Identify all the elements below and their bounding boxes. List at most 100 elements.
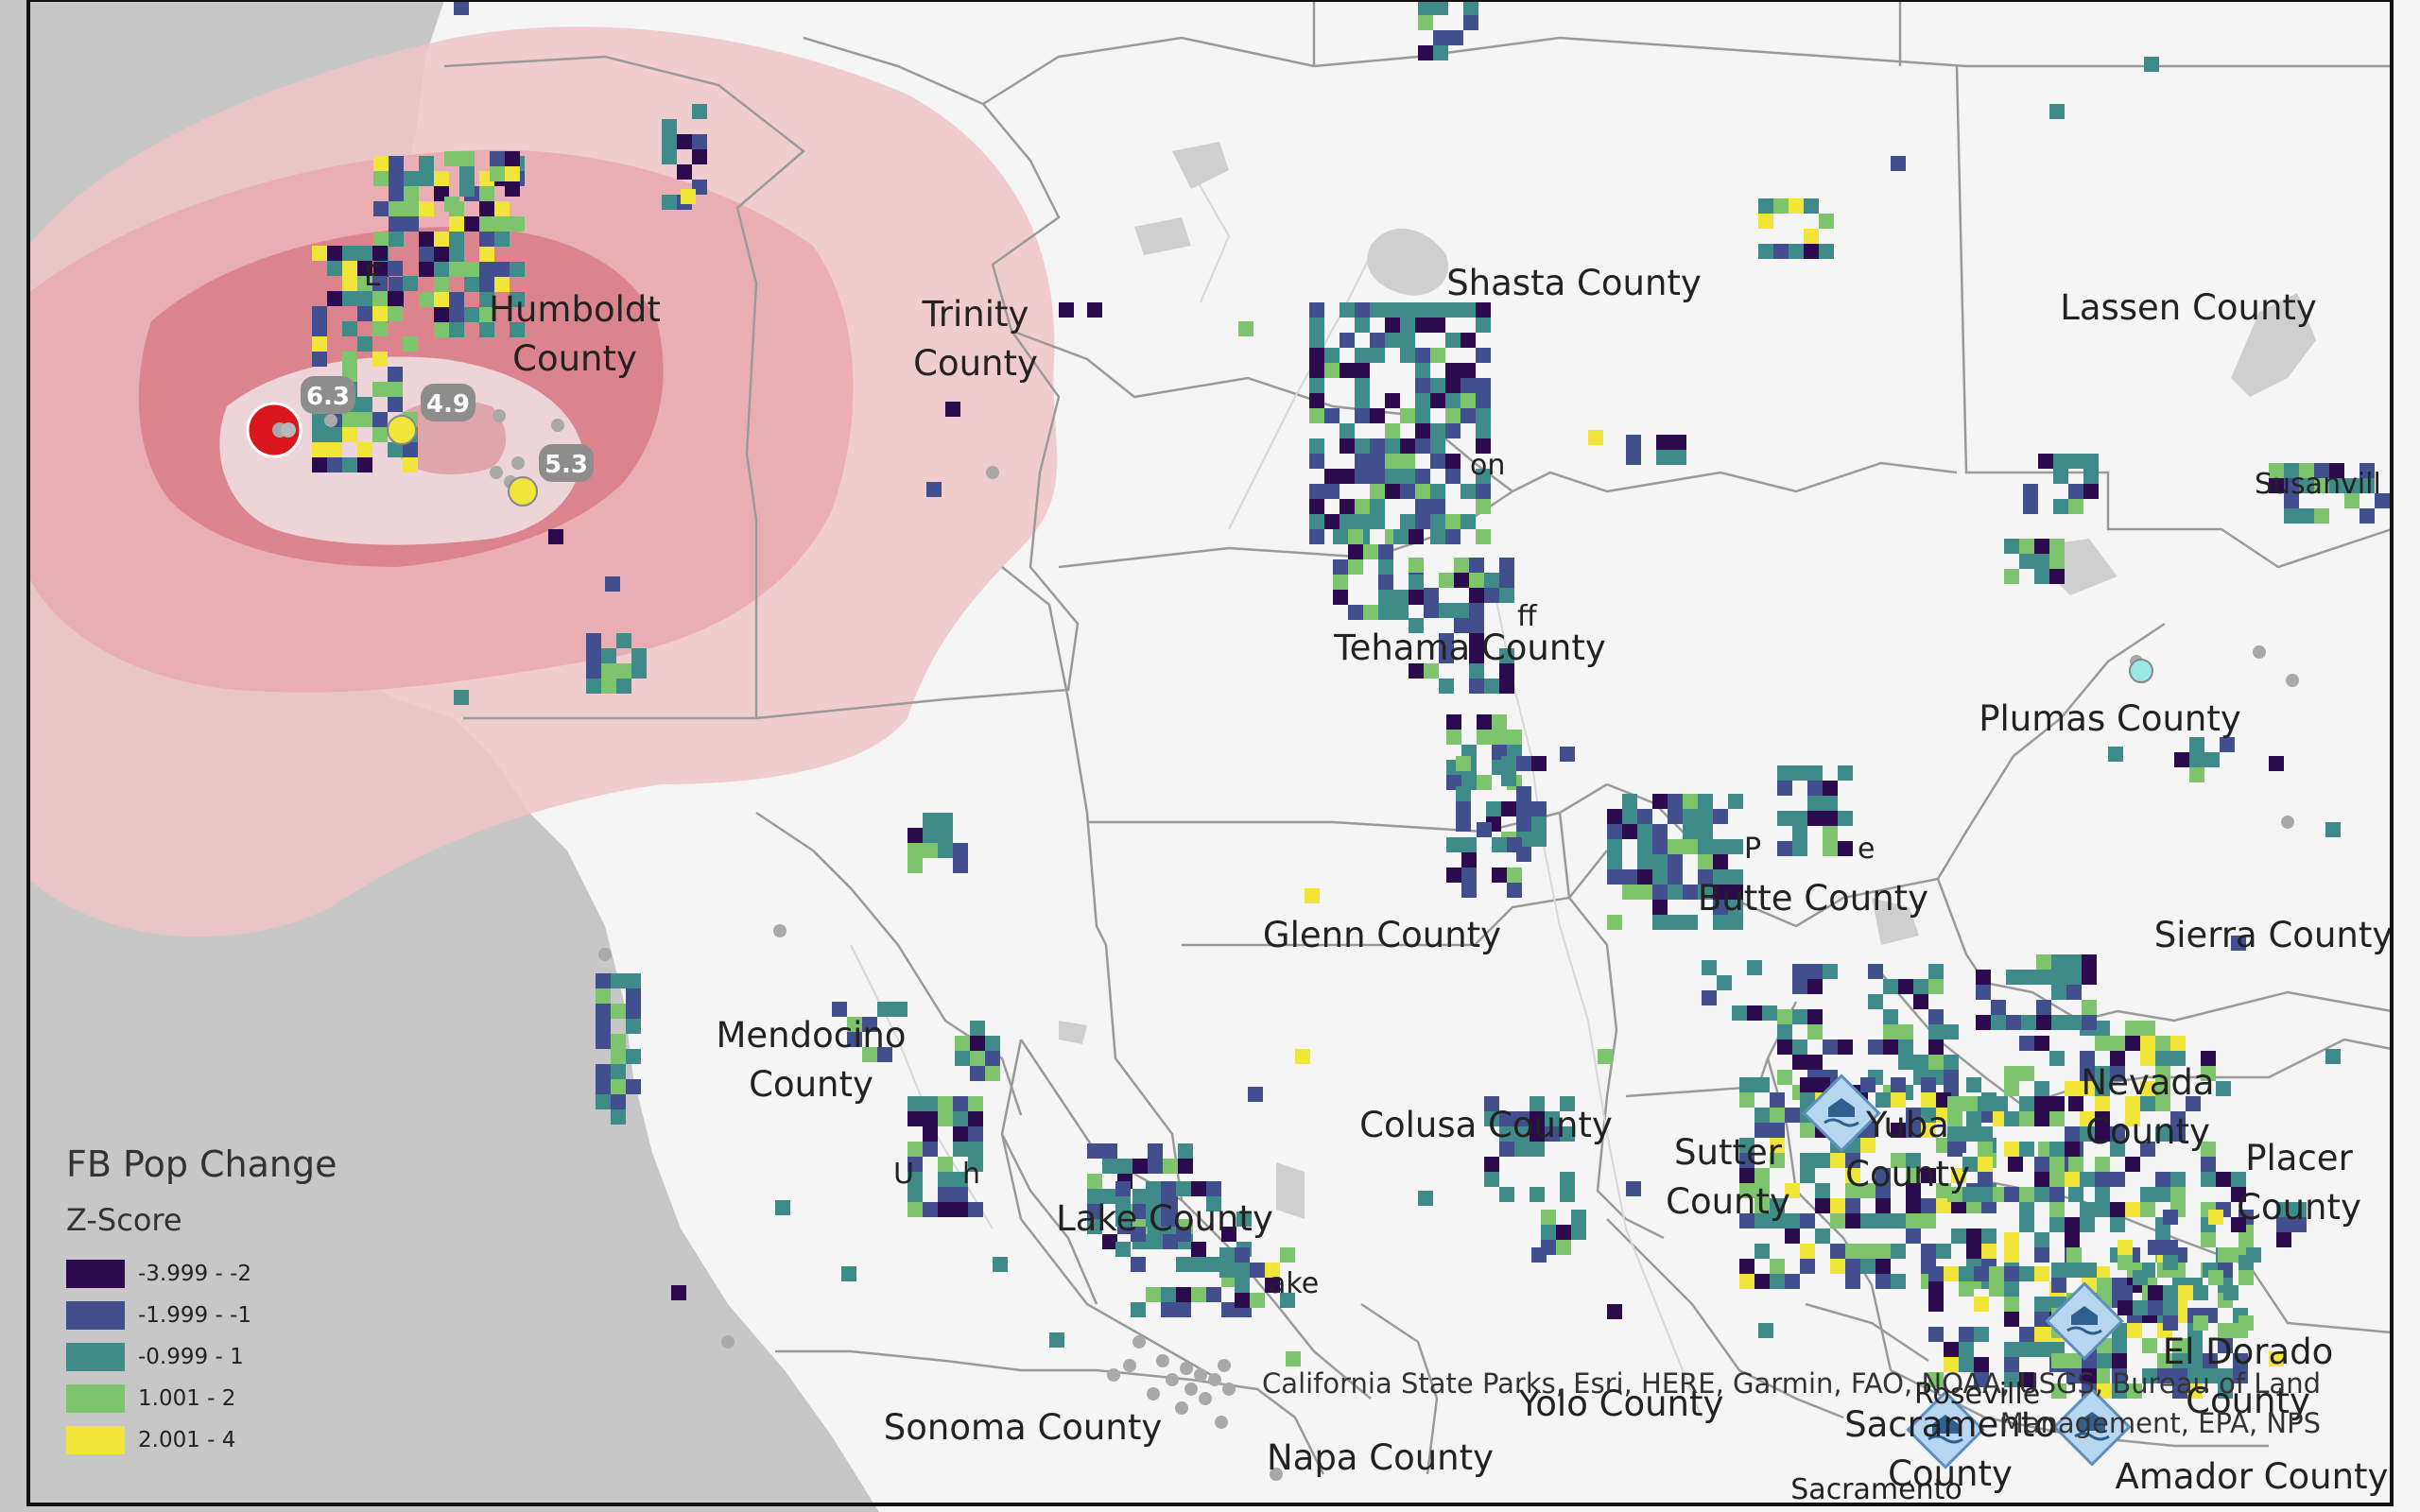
flood-icon[interactable] — [2045, 1281, 2124, 1361]
z-score-cell — [388, 367, 403, 382]
z-score-cell — [459, 166, 475, 181]
z-score-cell — [1652, 885, 1668, 900]
z-score-cell — [1891, 1077, 1906, 1092]
z-score-cell — [1385, 454, 1400, 469]
z-score-cell — [1770, 1138, 1785, 1153]
z-score-cell — [1333, 590, 1348, 605]
z-score-cell — [2125, 1157, 2140, 1172]
event-dot — [1123, 1359, 1136, 1372]
z-score-cell — [1944, 1055, 1959, 1070]
z-score-cell — [1430, 302, 1445, 318]
z-score-cell — [1530, 1096, 1545, 1111]
z-score-cell — [1819, 244, 1834, 259]
z-score-cell — [1713, 839, 1728, 854]
z-score-cell — [1499, 663, 1514, 679]
z-score-cell — [449, 247, 464, 262]
z-score-cell — [2082, 954, 2097, 970]
z-score-cell — [1370, 499, 1385, 514]
z-score-cell — [1819, 214, 1834, 229]
z-score-cell — [1928, 1009, 1944, 1024]
z-score-cell — [2172, 1383, 2187, 1399]
z-score-cell — [1991, 1015, 2006, 1030]
z-score-cell — [1883, 1024, 1898, 1040]
z-score-cell — [357, 246, 372, 261]
z-score-cell — [1445, 302, 1461, 318]
z-score-cell — [1928, 1055, 1944, 1070]
z-score-cell — [2065, 1232, 2080, 1247]
z-score-cell — [1607, 869, 1622, 885]
z-score-cell — [1461, 393, 1476, 408]
z-score-cell — [1947, 1111, 1962, 1126]
z-score-cell — [1324, 363, 1340, 378]
z-score-cell — [1815, 1228, 1830, 1244]
z-score-cell — [2291, 1217, 2307, 1232]
z-score-cell — [1560, 1096, 1575, 1111]
flood-icon[interactable] — [2052, 1387, 2132, 1467]
z-score-cell — [1976, 970, 1991, 985]
z-score-cell — [1607, 839, 1622, 854]
z-score-cell — [2019, 539, 2034, 554]
z-score-cell — [1507, 730, 1522, 745]
z-score-cell — [479, 201, 494, 216]
z-score-cell — [2066, 1015, 2082, 1030]
z-score-cell — [1531, 816, 1547, 832]
z-score-cell — [1758, 1323, 1773, 1338]
z-score-cell — [1921, 1123, 1936, 1138]
z-score-cell — [1728, 839, 1743, 854]
z-score-cell — [1891, 1153, 1906, 1168]
attribution-line-2: Management, EPA, NPS — [2000, 1407, 2321, 1439]
z-score-cell — [2019, 1066, 2034, 1081]
quake-marker-5.3[interactable] — [508, 476, 538, 507]
z-score-cell — [1430, 499, 1445, 514]
z-score-cell — [1102, 1143, 1117, 1159]
z-score-cell — [1860, 1077, 1876, 1092]
z-score-cell — [1728, 794, 1743, 809]
z-score-cell — [1454, 558, 1469, 573]
z-score-cell — [1115, 1242, 1131, 1257]
event-dot — [1215, 1416, 1228, 1429]
z-score-cell — [1671, 450, 1686, 465]
z-score-cell — [2163, 1300, 2178, 1315]
z-score-cell — [2118, 1255, 2133, 1270]
z-score-cell — [357, 412, 372, 427]
z-score-cell — [2095, 1021, 2110, 1036]
flood-icon[interactable] — [1906, 1390, 1985, 1469]
z-score-cell — [1280, 1293, 1295, 1308]
z-score-cell — [1415, 393, 1430, 408]
z-score-cell — [1906, 1123, 1921, 1138]
z-score-cell — [1830, 1244, 1845, 1259]
z-score-cell — [434, 262, 449, 277]
z-score-cell — [1773, 244, 1789, 259]
z-score-cell — [2049, 1142, 2065, 1157]
z-score-cell — [1626, 450, 1641, 465]
quake-marker-4.9[interactable] — [387, 415, 417, 445]
z-score-cell — [1747, 1005, 1762, 1021]
z-score-cell — [2140, 1096, 2155, 1111]
z-score-cell — [1370, 333, 1385, 348]
z-score-cell — [494, 216, 510, 232]
flood-icon[interactable] — [1802, 1074, 1881, 1153]
z-score-cell — [2203, 1353, 2218, 1368]
z-score-cell — [1476, 302, 1491, 318]
z-score-cell — [1206, 1257, 1221, 1272]
z-score-cell — [2112, 1383, 2127, 1399]
z-score-cell — [1944, 1357, 1959, 1372]
z-score-cell — [1668, 869, 1683, 885]
z-score-cell — [1807, 765, 1823, 781]
z-score-cell — [2140, 1202, 2155, 1217]
event-dot — [1175, 1401, 1188, 1415]
z-score-cell — [2082, 1000, 2097, 1015]
z-score-cell — [1476, 499, 1491, 514]
z-score-cell — [1355, 302, 1370, 318]
z-score-cell — [2080, 1081, 2095, 1096]
z-score-cell — [926, 482, 942, 497]
z-score-cell — [342, 427, 357, 442]
z-score-cell — [2284, 508, 2299, 524]
z-score-cell — [1516, 801, 1531, 816]
z-score-cell — [1340, 469, 1355, 484]
z-score-cell — [2299, 463, 2314, 478]
z-score-cell — [1385, 484, 1400, 499]
z-score-cell — [1607, 1304, 1622, 1319]
z-score-cell — [1492, 837, 1507, 852]
